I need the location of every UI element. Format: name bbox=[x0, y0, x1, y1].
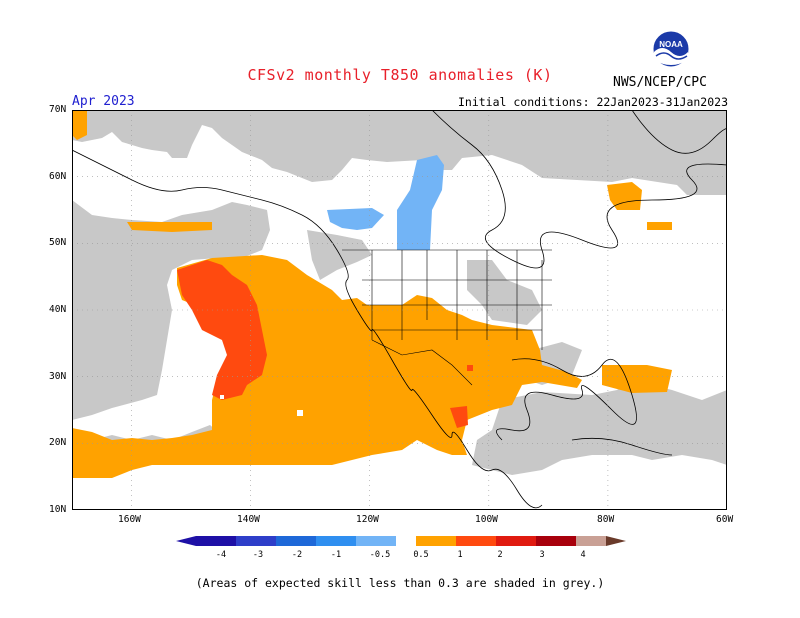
noaa-logo: NOAA bbox=[652, 30, 690, 68]
coastline-caribbean bbox=[571, 437, 673, 456]
orange-atlantic-south bbox=[602, 365, 672, 393]
white-hole-2 bbox=[220, 395, 224, 399]
coastline-gulf bbox=[495, 358, 637, 441]
colorbar-label-p05: 0.5 bbox=[413, 550, 428, 560]
coastline-hudson-atlantic bbox=[431, 110, 727, 269]
lat-label-50n: 50N bbox=[49, 237, 67, 248]
orange-atlantic-north bbox=[647, 222, 672, 230]
colorbar-label-m3: -3 bbox=[253, 550, 263, 560]
colorbar-box-7 bbox=[416, 536, 456, 546]
red-small-spot bbox=[467, 365, 473, 371]
colorbar-label-p1: 1 bbox=[457, 550, 462, 560]
red-strong-anomalies bbox=[177, 260, 473, 428]
colorbar-box-4 bbox=[316, 536, 356, 546]
orange-pacific-mexico bbox=[72, 255, 582, 478]
lat-label-40n: 40N bbox=[49, 304, 67, 315]
gridlines bbox=[72, 110, 727, 510]
colorbar-label-p4: 4 bbox=[580, 550, 585, 560]
lat-label-60n: 60N bbox=[49, 171, 67, 182]
state-lines-vertical bbox=[371, 250, 543, 350]
lat-label-30n: 30N bbox=[49, 371, 67, 382]
colorbar-box-9 bbox=[496, 536, 536, 546]
border-us-mexico bbox=[371, 339, 473, 386]
colorbar-box-5 bbox=[356, 536, 396, 546]
orange-positive-anomalies bbox=[72, 110, 672, 478]
colorbar-arrow-left bbox=[176, 536, 196, 546]
grey-atlantic-south bbox=[672, 410, 727, 445]
white-holes bbox=[220, 395, 303, 416]
blue-bc-coast bbox=[327, 208, 384, 230]
colorbar-box-8 bbox=[456, 536, 496, 546]
colorbar-label-p3: 3 bbox=[539, 550, 544, 560]
red-mexico-spot bbox=[450, 406, 468, 428]
initial-conditions: Initial conditions: 22Jan2023-31Jan2023 bbox=[457, 95, 728, 109]
grey-pacific-west bbox=[72, 200, 270, 420]
colorbar-label-m05: -0.5 bbox=[370, 550, 390, 560]
colorbar-arrow-right bbox=[606, 536, 626, 546]
lat-label-10n: 10N bbox=[49, 504, 67, 515]
colorbar-label-m2: -2 bbox=[292, 550, 302, 560]
orange-newfoundland bbox=[607, 182, 642, 210]
grey-central-us bbox=[467, 260, 542, 325]
coastline-west bbox=[72, 149, 543, 509]
lon-label-120w: 120W bbox=[356, 514, 379, 525]
red-pacific-blob bbox=[177, 260, 267, 400]
lon-label-100w: 100W bbox=[475, 514, 498, 525]
agency-label: NWS/NCEP/CPC bbox=[613, 75, 707, 90]
lon-label-80w: 80W bbox=[597, 514, 615, 525]
colorbar: -4 -3 -2 -1 -0.5 0.5 1 2 3 4 bbox=[176, 536, 626, 560]
lat-label-70n: 70N bbox=[49, 104, 67, 115]
colorbar-box-3 bbox=[276, 536, 316, 546]
map-title: CFSv2 monthly T850 anomalies (K) bbox=[247, 66, 553, 84]
coastlines bbox=[72, 110, 727, 509]
grey-gulf-caribbean bbox=[472, 380, 727, 475]
colorbar-box-6 bbox=[396, 536, 416, 546]
blue-negative-anomalies bbox=[327, 155, 444, 250]
lon-label-60w: 60W bbox=[716, 514, 734, 525]
coastline-greenland bbox=[631, 110, 727, 154]
lat-label-20n: 20N bbox=[49, 437, 67, 448]
colorbar-box-10 bbox=[536, 536, 576, 546]
skill-note: (Areas of expected skill less than 0.3 a… bbox=[195, 576, 605, 590]
colorbar-box-11 bbox=[576, 536, 606, 546]
orange-alaska-west bbox=[72, 110, 87, 140]
colorbar-label-m1: -1 bbox=[331, 550, 341, 560]
forecast-month: Apr 2023 bbox=[72, 94, 135, 109]
white-hole-1 bbox=[297, 410, 303, 416]
anomaly-map bbox=[72, 110, 727, 510]
lon-gridlines bbox=[131, 110, 609, 510]
orange-aleutian-band bbox=[127, 222, 212, 232]
colorbar-label-p2: 2 bbox=[497, 550, 502, 560]
state-lines-horizontal bbox=[362, 279, 552, 331]
colorbar-box-1 bbox=[196, 536, 236, 546]
us-state-borders bbox=[342, 249, 552, 386]
map-frame bbox=[72, 110, 727, 510]
logo-text: NOAA bbox=[659, 40, 683, 49]
lon-label-140w: 140W bbox=[237, 514, 260, 525]
grey-north bbox=[72, 110, 727, 195]
colorbar-label-m4: -4 bbox=[216, 550, 226, 560]
blue-hudson-west bbox=[397, 155, 444, 250]
lon-label-160w: 160W bbox=[118, 514, 141, 525]
colorbar-box-2 bbox=[236, 536, 276, 546]
